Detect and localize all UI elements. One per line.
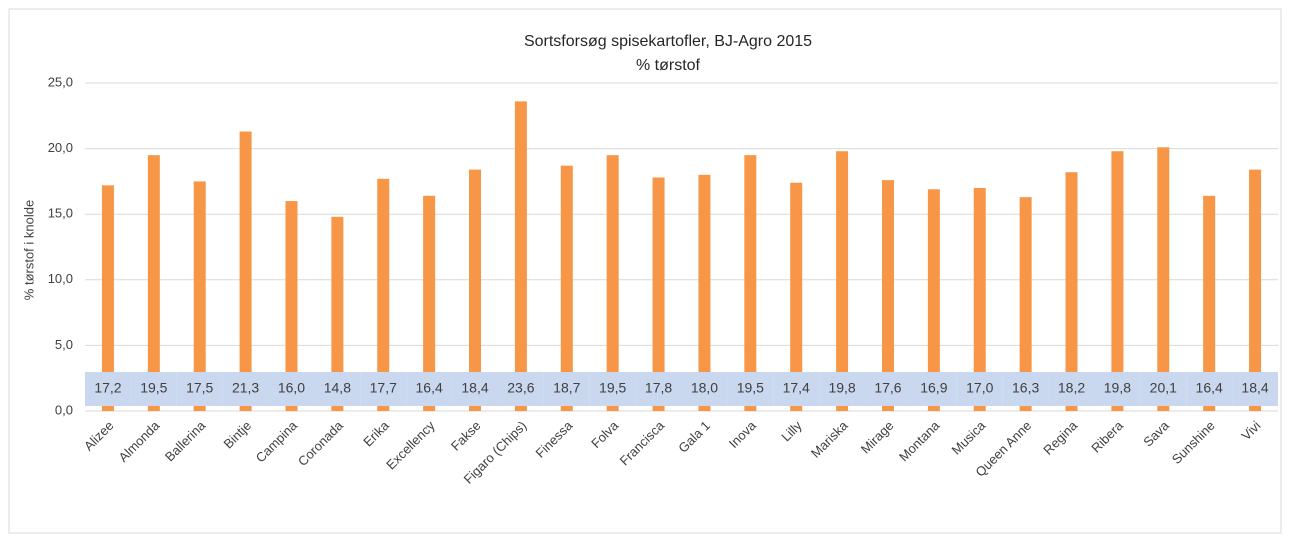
bar: [836, 151, 849, 411]
value-label: 19,5: [599, 380, 626, 396]
value-label-bg: [819, 372, 866, 406]
value-label: 18,4: [1241, 380, 1268, 396]
bar: [560, 165, 573, 411]
value-label: 17,6: [874, 380, 901, 396]
bar: [1203, 195, 1216, 411]
bar: [239, 131, 252, 411]
bar: [331, 216, 344, 411]
value-label: 18,4: [461, 380, 488, 396]
y-tick-label: 20,0: [48, 140, 73, 155]
value-label: 16,4: [416, 380, 443, 396]
value-label: 18,7: [553, 380, 580, 396]
value-label-bg: [956, 372, 1003, 406]
bar: [973, 187, 986, 411]
bar: [1065, 172, 1078, 411]
value-label: 18,0: [691, 380, 718, 396]
y-tick-label: 15,0: [48, 206, 73, 221]
value-label: 19,5: [737, 380, 764, 396]
value-label-bg: [1048, 372, 1095, 406]
value-label-bg: [1094, 372, 1141, 406]
y-tick-label: 10,0: [48, 271, 73, 286]
value-label-bg: [176, 372, 223, 406]
value-label: 17,8: [645, 380, 672, 396]
value-label-bg: [314, 372, 361, 406]
value-label: 16,0: [278, 380, 305, 396]
bar: [147, 155, 160, 411]
value-label-bg: [635, 372, 682, 406]
value-label: 14,8: [324, 380, 351, 396]
chart-title: Sortsforsøg spisekartofler, BJ-Agro 2015: [524, 33, 812, 50]
bar: [193, 181, 206, 411]
value-label-bg: [1232, 372, 1278, 406]
bar: [927, 189, 940, 411]
value-label-bg: [1002, 372, 1049, 406]
y-tick-label: 5,0: [55, 337, 73, 352]
bar: [423, 195, 436, 411]
bar: [1249, 169, 1262, 411]
value-label: 18,2: [1058, 380, 1085, 396]
bar: [514, 101, 527, 412]
bar: [469, 169, 482, 411]
value-label: 19,8: [1104, 380, 1131, 396]
y-tick-label: 25,0: [48, 74, 73, 89]
bar: [652, 177, 665, 411]
value-label: 19,8: [828, 380, 855, 396]
value-label: 16,9: [920, 380, 947, 396]
bar: [285, 201, 298, 411]
bar: [744, 155, 757, 411]
bar: [1111, 151, 1124, 411]
value-label: 17,7: [370, 380, 397, 396]
value-label-bg: [543, 372, 590, 406]
value-label-bg: [222, 372, 269, 406]
value-label: 17,5: [186, 380, 213, 396]
value-label: 21,3: [232, 380, 259, 396]
value-label: 17,4: [783, 380, 810, 396]
value-label: 16,3: [1012, 380, 1039, 396]
value-label: 19,5: [140, 380, 167, 396]
y-tick-label: 0,0: [55, 402, 73, 417]
value-label-bg: [910, 372, 957, 406]
value-label-bg: [1140, 372, 1187, 406]
value-label-bg: [589, 372, 636, 406]
value-label-bg: [727, 372, 774, 406]
bar: [101, 185, 114, 411]
value-label-bg: [406, 372, 453, 406]
y-axis-label: % tørstof i knolde: [21, 200, 36, 300]
bar: [606, 155, 619, 411]
bar: [1019, 197, 1032, 411]
value-label: 17,0: [966, 380, 993, 396]
value-label: 16,4: [1196, 380, 1223, 396]
value-label-bg: [452, 372, 498, 406]
value-label-bg: [865, 372, 911, 406]
value-label-bg: [130, 372, 177, 406]
value-label-bg: [360, 372, 407, 406]
chart-subtitle: % tørstof: [636, 57, 701, 74]
bar: [790, 182, 803, 411]
value-label-bg: [268, 372, 315, 406]
bar: [698, 174, 711, 411]
value-label-bg: [497, 372, 544, 406]
bar: [1157, 147, 1170, 411]
value-label-bg: [681, 372, 728, 406]
value-label: 23,6: [507, 380, 534, 396]
value-label-bg: [85, 372, 131, 406]
value-label-bg: [1186, 372, 1233, 406]
bar: [377, 178, 390, 411]
value-label-bg: [773, 372, 820, 406]
value-label: 17,2: [94, 380, 121, 396]
bar: [881, 180, 894, 411]
value-label: 20,1: [1150, 380, 1177, 396]
